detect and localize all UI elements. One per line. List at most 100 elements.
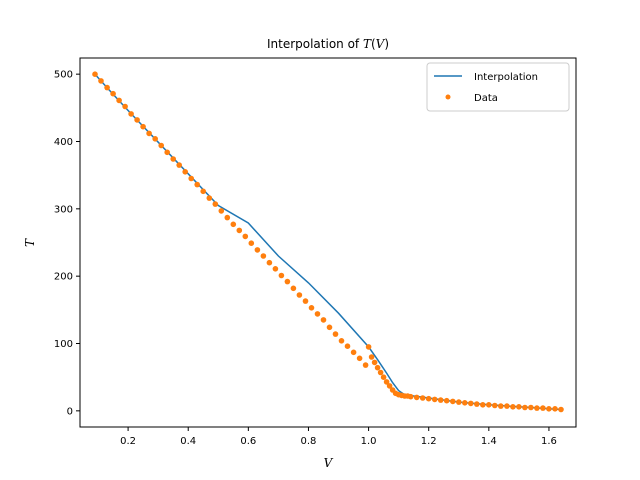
data-point bbox=[326, 324, 333, 331]
data-point bbox=[134, 117, 140, 123]
data-point bbox=[206, 195, 213, 201]
x-tick-label: 0.6 bbox=[240, 436, 256, 447]
data-point bbox=[480, 402, 486, 408]
data-point bbox=[338, 338, 345, 344]
data-point bbox=[371, 359, 378, 366]
data-point bbox=[296, 292, 303, 298]
legend: Interpolation Data bbox=[426, 62, 570, 112]
data-point bbox=[456, 399, 462, 405]
data-point bbox=[522, 404, 528, 411]
y-axis-label: T bbox=[23, 238, 37, 247]
x-tick-label: 1.4 bbox=[481, 436, 497, 447]
data-point bbox=[194, 181, 200, 188]
data-point bbox=[552, 406, 558, 412]
data-point bbox=[314, 311, 321, 317]
data-point bbox=[486, 402, 492, 408]
x-tick-label: 1.2 bbox=[421, 436, 437, 447]
data-point bbox=[104, 84, 110, 91]
data-point bbox=[182, 169, 188, 175]
data-point bbox=[218, 208, 225, 214]
data-point bbox=[98, 78, 104, 84]
data-point bbox=[170, 156, 176, 162]
data-point bbox=[365, 344, 372, 350]
data-point bbox=[278, 272, 285, 279]
data-point bbox=[443, 397, 450, 404]
data-point bbox=[140, 123, 146, 130]
x-tick-label: 1.6 bbox=[541, 436, 557, 447]
data-point bbox=[344, 343, 351, 350]
legend-box bbox=[426, 62, 570, 112]
data-point bbox=[248, 240, 255, 246]
data-point bbox=[546, 406, 552, 412]
data-point bbox=[224, 214, 231, 221]
y-tick-label: 500 bbox=[54, 70, 73, 81]
data-point bbox=[492, 402, 498, 409]
data-point bbox=[377, 369, 384, 376]
data-point bbox=[407, 393, 414, 400]
data-point bbox=[468, 400, 474, 407]
data-point bbox=[158, 142, 164, 149]
data-point bbox=[528, 404, 534, 411]
data-point bbox=[437, 397, 444, 403]
data-point bbox=[146, 130, 152, 137]
data-point bbox=[212, 201, 219, 207]
data-point bbox=[176, 162, 182, 168]
x-tick-label: 0.8 bbox=[301, 436, 317, 447]
data-point bbox=[431, 396, 438, 403]
data-point bbox=[320, 317, 327, 323]
data-point bbox=[383, 379, 390, 385]
data-point bbox=[558, 406, 564, 413]
data-point bbox=[290, 285, 297, 292]
data-point bbox=[284, 278, 291, 285]
data-point bbox=[230, 221, 237, 228]
data-point bbox=[425, 395, 432, 402]
data-point bbox=[188, 175, 194, 182]
data-point bbox=[242, 233, 249, 240]
data-point bbox=[498, 403, 504, 409]
data-point bbox=[164, 149, 170, 156]
data-point bbox=[128, 111, 134, 117]
y-tick-label: 100 bbox=[54, 339, 73, 350]
y-tick-label: 0 bbox=[67, 406, 73, 417]
x-axis: 0.2 0.4 0.6 0.8 1.0 1.2 1.4 1.6 bbox=[120, 427, 557, 447]
data-point bbox=[504, 403, 510, 409]
data-point bbox=[200, 188, 206, 195]
x-axis-label: V bbox=[324, 456, 334, 470]
data-point bbox=[272, 266, 279, 272]
data-point bbox=[254, 247, 261, 253]
legend-label-interpolation: Interpolation bbox=[474, 72, 538, 83]
data-point bbox=[419, 395, 426, 401]
data-point bbox=[308, 305, 315, 311]
data-point bbox=[380, 374, 387, 381]
x-tick-label: 0.2 bbox=[120, 436, 136, 447]
data-point bbox=[413, 394, 420, 401]
data-point bbox=[362, 362, 369, 368]
data-point bbox=[510, 404, 516, 410]
data-point bbox=[368, 354, 375, 360]
data-layer bbox=[92, 71, 564, 413]
plot-frame bbox=[79, 57, 577, 428]
data-point bbox=[516, 404, 522, 410]
data-point bbox=[92, 71, 98, 77]
data-point bbox=[374, 364, 381, 371]
data-point bbox=[534, 405, 540, 411]
y-tick-label: 200 bbox=[54, 272, 73, 283]
data-point bbox=[266, 259, 273, 266]
chart-title: Interpolation of T(V) bbox=[267, 37, 389, 51]
data-point bbox=[450, 398, 456, 405]
data-point bbox=[302, 298, 309, 304]
data-point bbox=[110, 90, 116, 97]
legend-point-swatch bbox=[445, 94, 451, 100]
legend-label-data: Data bbox=[474, 93, 498, 104]
data-point bbox=[386, 383, 393, 389]
data-point bbox=[356, 355, 363, 362]
data-point bbox=[116, 97, 122, 104]
data-point bbox=[260, 253, 267, 259]
data-point bbox=[350, 349, 357, 356]
data-point bbox=[236, 227, 243, 234]
data-point bbox=[540, 405, 546, 411]
y-axis: 0 100 200 300 400 500 bbox=[54, 70, 80, 417]
data-point bbox=[332, 331, 339, 337]
data-point bbox=[122, 103, 128, 110]
